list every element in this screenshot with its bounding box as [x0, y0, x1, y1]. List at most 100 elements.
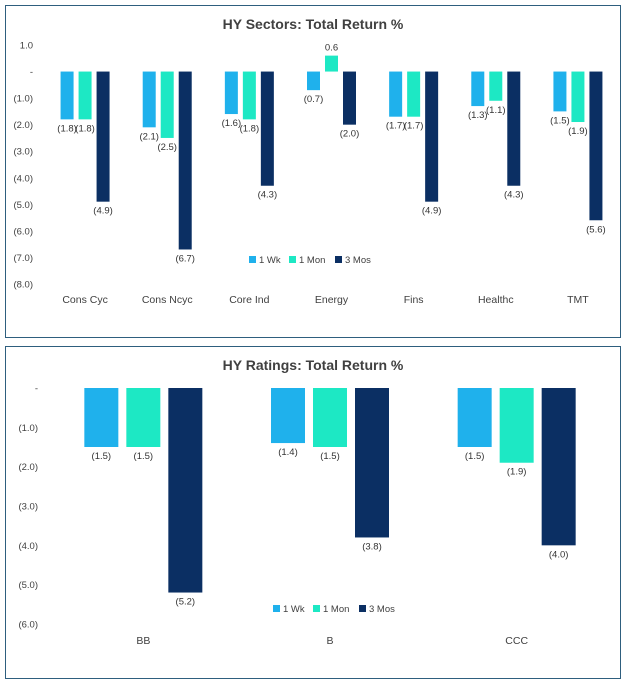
- legend-label: 1 Mon: [323, 604, 349, 615]
- data-label: (6.7): [175, 253, 195, 264]
- bar-3-mos: [260, 71, 274, 186]
- y-tick-label: (1.0): [18, 423, 38, 434]
- bar-1-mon: [499, 388, 534, 463]
- bar-3-mos: [343, 71, 356, 125]
- y-tick-label: (8.0): [13, 280, 33, 291]
- bar-3-mos: [96, 71, 110, 202]
- x-category-label: Core Ind: [229, 294, 269, 306]
- x-category-label: TMT: [567, 294, 589, 306]
- bar-3-mos: [507, 71, 521, 186]
- data-label: (4.9): [422, 206, 442, 217]
- chart-title: HY Sectors: Total Return %: [223, 16, 404, 32]
- bar-3-mos: [589, 71, 603, 221]
- data-label: (1.6): [222, 118, 242, 129]
- bar-1-wk: [389, 71, 403, 117]
- data-label: (2.5): [157, 142, 177, 153]
- bar-3-mos: [168, 388, 203, 593]
- bar-3-mos: [425, 71, 439, 202]
- bar-1-mon: [313, 388, 347, 447]
- x-category-label: Healthc: [478, 294, 514, 306]
- data-label: (1.9): [507, 467, 527, 478]
- legend-swatch: [249, 256, 256, 263]
- data-label: (1.8): [75, 123, 95, 134]
- legend-swatch: [289, 256, 296, 263]
- data-label: (1.8): [57, 123, 77, 134]
- legend-label: 1 Wk: [259, 255, 281, 266]
- bar-1-wk: [271, 388, 305, 444]
- ratings-chart: HY Ratings: Total Return % - (1.0) (2.0) (3.…: [18, 357, 576, 647]
- bar-3-mos: [178, 71, 192, 250]
- data-label: (1.5): [134, 451, 154, 462]
- data-label: (1.5): [465, 451, 485, 462]
- data-label: (1.5): [550, 115, 570, 126]
- y-tick-label: (2.0): [13, 120, 33, 131]
- data-label: (1.7): [404, 121, 424, 132]
- legend-swatch: [273, 605, 280, 612]
- y-tick-label: -: [30, 67, 33, 78]
- x-category-label: B: [326, 635, 333, 647]
- legend-label: 1 Mon: [299, 255, 325, 266]
- bar-1-wk: [457, 388, 492, 447]
- x-category-label: Cons Ncyc: [142, 294, 193, 306]
- y-tick-label: (7.0): [13, 253, 33, 264]
- data-label: 0.6: [325, 43, 338, 54]
- data-label: (1.9): [568, 126, 588, 137]
- data-label: (3.8): [362, 541, 382, 552]
- bar-1-wk: [307, 71, 320, 91]
- bar-1-mon: [489, 71, 503, 101]
- x-category-label: BB: [136, 635, 150, 647]
- data-label: (4.9): [93, 206, 113, 217]
- data-label: (5.2): [176, 597, 196, 608]
- y-tick-label: (6.0): [13, 226, 33, 237]
- bar-1-mon: [571, 71, 585, 123]
- bar-1-mon: [407, 71, 421, 117]
- bar-1-wk: [84, 388, 119, 447]
- y-tick-label: (1.0): [13, 94, 33, 105]
- ratings-chart-panel: HY Ratings: Total Return % - (1.0) (2.0) (3.…: [5, 346, 621, 679]
- sectors-chart: HY Sectors: Total Return % 1.0 - (1.0) (2.0)…: [13, 16, 606, 306]
- legend-swatch: [335, 256, 342, 263]
- data-label: (0.7): [304, 94, 324, 105]
- data-label: (5.6): [586, 224, 606, 235]
- x-category-label: CCC: [505, 635, 528, 647]
- data-label: (2.1): [139, 131, 159, 142]
- data-label: (1.3): [468, 110, 488, 121]
- bar-1-wk: [142, 71, 156, 128]
- data-label: (1.5): [320, 451, 340, 462]
- y-tick-label: (5.0): [13, 200, 33, 211]
- data-label: (1.5): [92, 451, 112, 462]
- x-category-label: Cons Cyc: [62, 294, 108, 306]
- data-label: (4.3): [504, 190, 524, 201]
- bar-1-wk: [471, 71, 485, 107]
- data-label: (1.8): [240, 123, 260, 134]
- data-label: (1.1): [486, 105, 506, 116]
- y-tick-label: (4.0): [13, 173, 33, 184]
- bar-3-mos: [355, 388, 389, 538]
- legend-label: 1 Wk: [283, 604, 305, 615]
- sectors-chart-panel: HY Sectors: Total Return % 1.0 - (1.0) (2.0)…: [5, 5, 621, 338]
- data-label: (2.0): [340, 129, 360, 140]
- data-label: (1.7): [386, 121, 406, 132]
- bar-1-wk: [60, 71, 74, 120]
- bar-1-mon: [126, 388, 161, 447]
- legend-label: 3 Mos: [345, 255, 371, 266]
- bar-3-mos: [541, 388, 576, 546]
- bar-1-wk: [553, 71, 567, 112]
- legend-swatch: [359, 605, 366, 612]
- y-tick-label: (6.0): [18, 620, 38, 631]
- y-tick-label: 1.0: [20, 41, 33, 52]
- chart-title: HY Ratings: Total Return %: [223, 357, 404, 373]
- y-tick-label: (2.0): [18, 462, 38, 473]
- y-tick-label: (5.0): [18, 580, 38, 591]
- x-category-label: Energy: [315, 294, 349, 306]
- bar-1-mon: [78, 71, 92, 120]
- bar-1-wk: [224, 71, 238, 115]
- y-tick-label: (3.0): [13, 147, 33, 158]
- bar-1-mon: [160, 71, 174, 138]
- y-tick-label: (3.0): [18, 502, 38, 513]
- data-label: (4.0): [549, 549, 569, 560]
- legend-label: 3 Mos: [369, 604, 395, 615]
- data-label: (4.3): [258, 190, 278, 201]
- legend-swatch: [313, 605, 320, 612]
- bar-1-mon: [325, 55, 338, 72]
